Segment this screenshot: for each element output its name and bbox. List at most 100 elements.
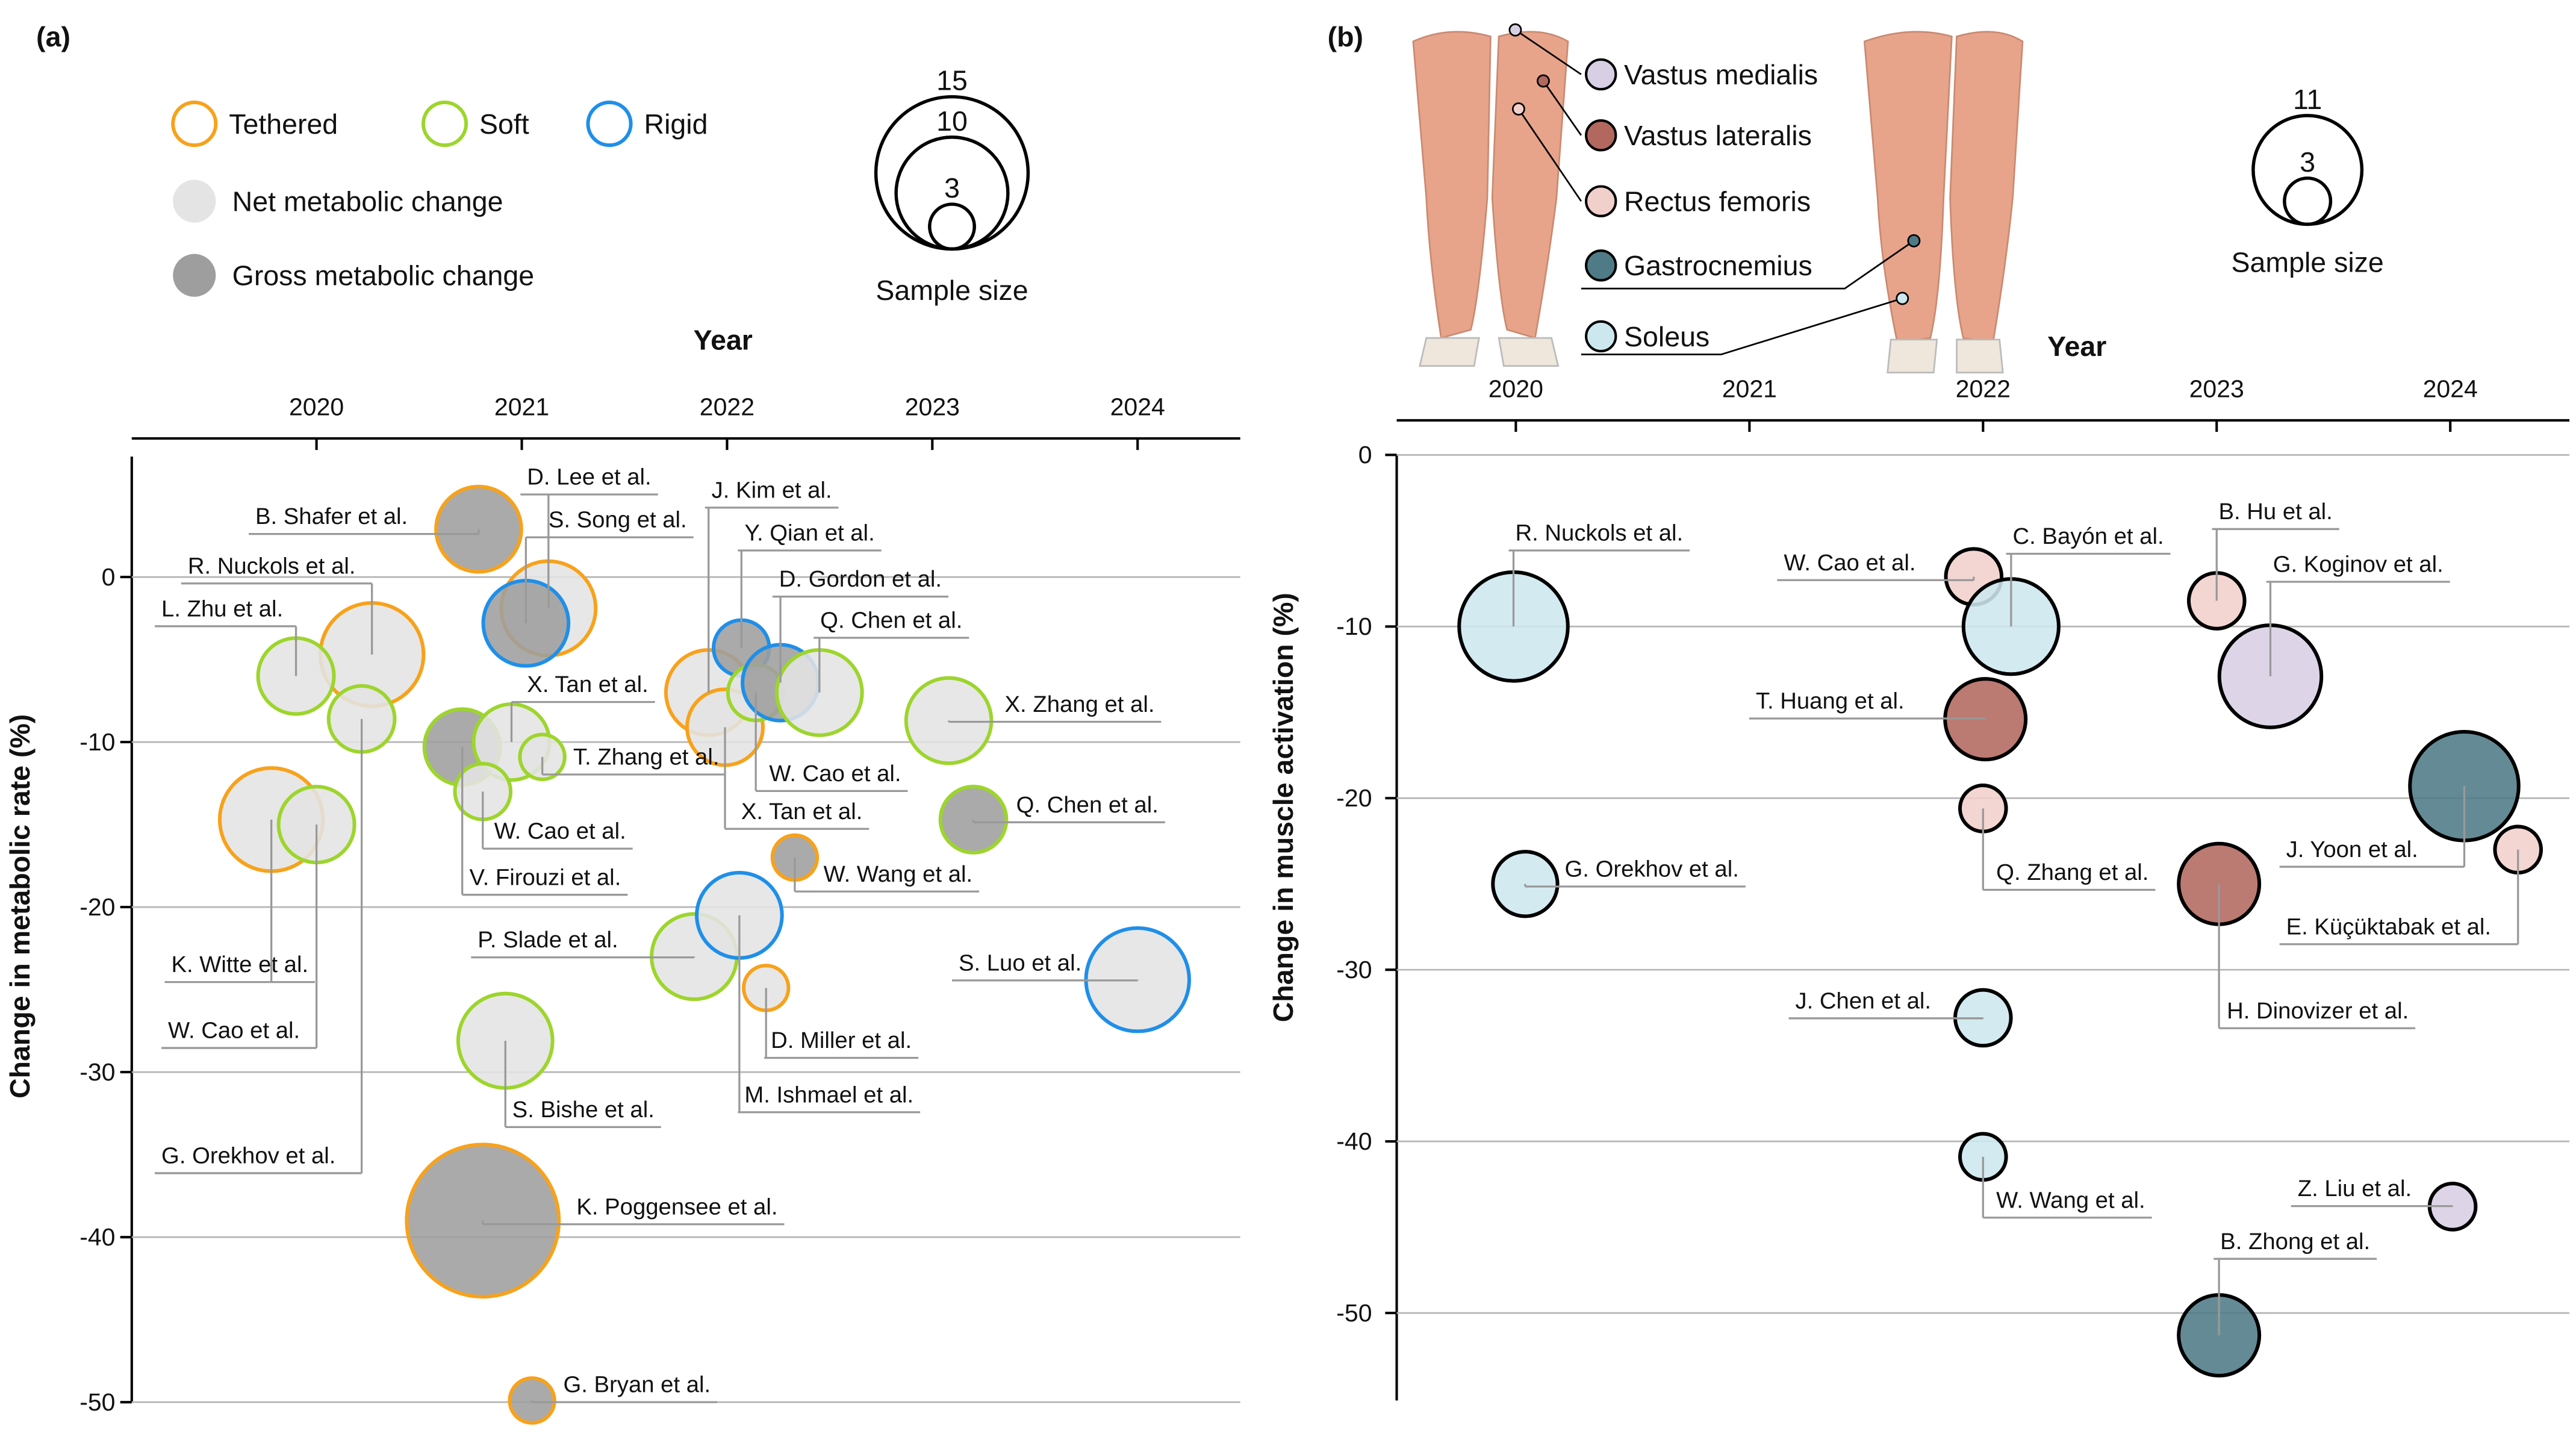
legend-swatch bbox=[173, 179, 216, 223]
leader-line bbox=[947, 720, 1162, 723]
legend-label: Tethered bbox=[229, 108, 338, 140]
point-label: J. Yoon et al. bbox=[2286, 837, 2418, 862]
bubble bbox=[434, 484, 523, 574]
size-legend-label: 11 bbox=[2293, 84, 2322, 115]
x-tick-label: 2023 bbox=[2189, 375, 2244, 403]
legend-label: Vastus medialis bbox=[1624, 59, 1818, 90]
leader-line bbox=[814, 637, 969, 693]
leader-line bbox=[2279, 786, 2466, 868]
size-legend-circle bbox=[2283, 176, 2333, 226]
legend-label: Vastus lateralis bbox=[1624, 120, 1812, 151]
point-label: W. Wang et al. bbox=[1996, 1187, 2145, 1213]
point-label: T. Huang et al. bbox=[1756, 688, 1905, 714]
leader-line bbox=[471, 956, 695, 959]
bubble bbox=[938, 785, 1009, 855]
leader-line bbox=[738, 915, 921, 1114]
leader-line bbox=[2291, 1205, 2454, 1208]
x-tick-label: 2021 bbox=[1722, 375, 1777, 403]
leader-line bbox=[161, 824, 318, 1049]
legend-label: Gastrocnemius bbox=[1624, 250, 1812, 281]
y-axis-title: Change in metabolic rate (%) bbox=[4, 714, 36, 1099]
leader-line bbox=[164, 819, 316, 983]
x-tick-label: 2024 bbox=[2423, 375, 2478, 403]
point-label: Z. Liu et al. bbox=[2298, 1176, 2412, 1202]
leader-line bbox=[482, 791, 633, 850]
legend-swatch bbox=[1585, 58, 1617, 91]
leader-line bbox=[764, 988, 919, 1059]
leader-line bbox=[1982, 1156, 2152, 1219]
point-label: Q. Chen et al. bbox=[1016, 792, 1159, 818]
point-label: M. Ishmael et al. bbox=[744, 1082, 913, 1108]
y-axis-title: Change in muscle activation (%) bbox=[1268, 593, 1299, 1022]
leader-line bbox=[1749, 717, 1986, 720]
legend-label: Rectus femoris bbox=[1624, 186, 1811, 217]
leader-line bbox=[2218, 884, 2416, 1029]
point-label: Q. Chen et al. bbox=[820, 608, 962, 634]
point-label: T. Zhang et al. bbox=[573, 744, 720, 770]
size-legend-label: 3 bbox=[2300, 146, 2315, 178]
point-label: G. Koginov et al. bbox=[2273, 552, 2444, 578]
legend-label: Soft bbox=[479, 108, 529, 140]
leader-line bbox=[482, 1220, 785, 1226]
leader-line bbox=[181, 582, 373, 655]
point-label: L. Zhu et al. bbox=[161, 596, 283, 622]
legend-swatch bbox=[173, 254, 216, 297]
leader-line bbox=[510, 701, 655, 743]
leader-line bbox=[1777, 576, 1975, 581]
point-label: W. Wang et al. bbox=[824, 861, 973, 887]
leader-line bbox=[155, 625, 297, 676]
point-label: J. Kim et al. bbox=[712, 477, 832, 503]
y-tick-label: -30 bbox=[79, 1058, 115, 1086]
legend-label: Soleus bbox=[1624, 321, 1710, 352]
size-legend-label: 3 bbox=[944, 172, 960, 204]
size-legend-title: Sample size bbox=[2232, 247, 2384, 278]
leader-line bbox=[2006, 552, 2171, 627]
y-tick-label: -50 bbox=[79, 1388, 115, 1416]
panel-label: (a) bbox=[36, 21, 70, 52]
point-label: W. Cao et al. bbox=[1784, 550, 1915, 576]
leader-line bbox=[2279, 849, 2519, 946]
point-label: V. Firouzi et al. bbox=[470, 864, 621, 890]
legend-swatch bbox=[1585, 119, 1617, 152]
leader-line bbox=[738, 549, 882, 648]
leader-line bbox=[794, 857, 980, 893]
legend-label: Net metabolic change bbox=[232, 186, 503, 217]
leader-line bbox=[754, 692, 908, 792]
size-legend-label: 15 bbox=[936, 65, 968, 96]
point-label: B. Zhong et al. bbox=[2220, 1229, 2370, 1255]
legend-label: Gross metabolic change bbox=[232, 260, 534, 291]
y-tick-label: -50 bbox=[1336, 1299, 1372, 1327]
leader-line bbox=[724, 727, 870, 830]
leader-line bbox=[705, 507, 839, 693]
leader-line bbox=[2214, 1258, 2377, 1336]
y-tick-label: -10 bbox=[1336, 613, 1372, 640]
legend-swatch bbox=[421, 100, 468, 148]
size-legend-title: Sample size bbox=[876, 275, 1028, 306]
leader-line bbox=[461, 747, 628, 896]
point-label: H. Dinovizer et al. bbox=[2227, 998, 2409, 1024]
point-label: K. Poggensee et al. bbox=[576, 1194, 777, 1220]
leader-line bbox=[1508, 549, 1690, 627]
labels: B. Shafer et al. D. Lee et al. S. Song et … bbox=[155, 464, 1165, 1403]
point-label: D. Gordon et al. bbox=[779, 566, 942, 592]
point-label: X. Tan et al. bbox=[527, 672, 648, 697]
leader-line bbox=[2212, 528, 2339, 601]
legend-label: Rigid bbox=[644, 108, 708, 140]
point-label: G. Orekhov et al. bbox=[161, 1143, 335, 1169]
leader-line bbox=[772, 595, 948, 683]
point-label: W. Cao et al. bbox=[769, 761, 901, 787]
legend-swatch bbox=[1585, 249, 1617, 282]
point-label: P. Slade et al. bbox=[478, 927, 618, 953]
x-tick-label: 2020 bbox=[289, 393, 344, 421]
panel-label: (b) bbox=[1328, 21, 1363, 52]
x-tick-label: 2024 bbox=[1110, 393, 1165, 421]
point-label: B. Hu et al. bbox=[2218, 499, 2332, 525]
y-tick-label: 0 bbox=[1358, 441, 1372, 469]
point-label: J. Chen et al. bbox=[1795, 988, 1931, 1014]
point-label: S. Luo et al. bbox=[959, 950, 1081, 976]
point-label: Q. Zhang et al. bbox=[1996, 859, 2148, 885]
y-tick-label: 0 bbox=[102, 563, 116, 591]
point-label: X. Zhang et al. bbox=[1005, 691, 1155, 717]
point-label: G. Orekhov et al. bbox=[1565, 856, 1739, 882]
point-label: B. Shafer et al. bbox=[255, 503, 408, 529]
